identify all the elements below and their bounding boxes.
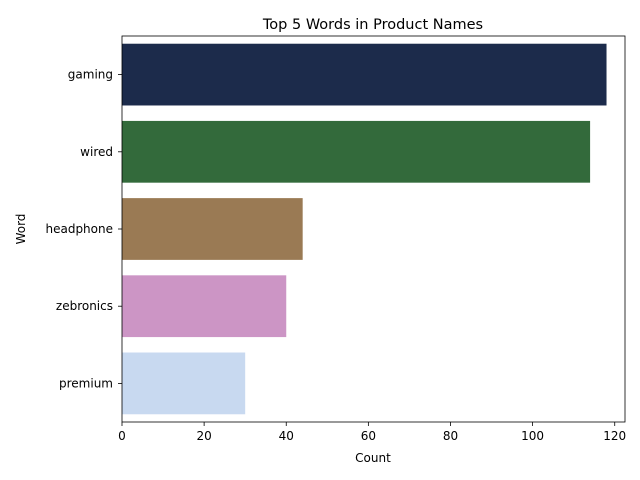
plot-frame: [121, 35, 626, 423]
bar-wired: [122, 120, 591, 183]
chart-title: Top 5 Words in Product Names: [262, 17, 483, 33]
y-tick-label: headphone: [45, 222, 113, 236]
x-tick-label: 0: [118, 429, 126, 443]
y-tick-label: gaming: [68, 68, 113, 82]
y-tick-label: wired: [80, 145, 113, 159]
bar-gaming: [122, 43, 607, 106]
bar-premium: [122, 352, 246, 415]
x-axis-label: Count: [355, 451, 391, 465]
bar-headphone: [122, 198, 303, 260]
x-tick-label: 20: [196, 429, 211, 443]
bars-layer: [122, 43, 607, 415]
y-axis-label: Word: [14, 214, 28, 245]
x-tick-label: 120: [603, 429, 626, 443]
bar-zebronics: [122, 275, 287, 338]
x-tick-label: 60: [361, 429, 376, 443]
x-tick-label: 80: [443, 429, 458, 443]
x-tick-label: 100: [521, 429, 544, 443]
y-tick-label: premium: [59, 376, 113, 390]
y-tick-label: zebronics: [56, 299, 113, 313]
x-tick-label: 40: [279, 429, 294, 443]
axes-layer: gaming wired headphone zebronics premium 0 20 4…: [45, 35, 626, 443]
